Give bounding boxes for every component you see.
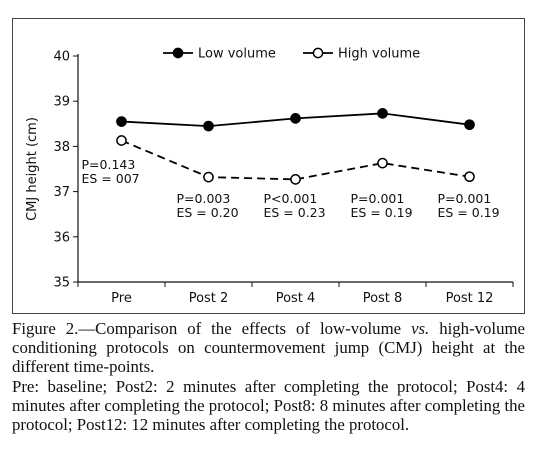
legend-marker: [172, 47, 184, 59]
data-point: [377, 108, 388, 119]
y-tick-label: 39: [53, 95, 70, 110]
annotation-p-value: P=0.001: [351, 191, 405, 206]
figure-panel: 35 36 37 38 39 40 Pre Post 2 Post 4 Post 8 Post 12…: [12, 18, 525, 314]
annotation-p-value: P=0.143: [82, 157, 136, 172]
annotation-p-value: P=0.003: [177, 191, 231, 206]
series-line-2: [121, 139, 470, 181]
caption-text-start: —Comparison of the effects of low-volume: [78, 319, 412, 338]
caption-text-rest: high-volume conditioning protocols on co…: [12, 319, 525, 377]
chart-series: [116, 108, 475, 185]
data-point: [290, 113, 301, 124]
legend-label: High volume: [338, 47, 420, 62]
data-point: [203, 120, 214, 132]
x-tick-label: Pre: [111, 291, 132, 306]
legend-marker: [312, 47, 324, 59]
data-point: [203, 171, 214, 183]
caption-main: Figure 2.—Comparison of the effects of l…: [12, 319, 525, 377]
y-axis-label: CMJ height (cm): [25, 117, 40, 221]
data-point: [290, 174, 301, 185]
annotation-effect-size: ES = 0.19: [438, 205, 500, 220]
data-point: [116, 135, 127, 146]
y-tick-label: 40: [53, 50, 70, 65]
data-point: [464, 119, 475, 131]
chart-legend: Low volume High volume: [163, 47, 420, 62]
y-tick-label: 37: [53, 185, 70, 200]
annotation-p-value: P<0.001: [264, 191, 318, 206]
annotation-effect-size: ES = 0.23: [264, 205, 326, 220]
annotation-p-value: P=0.001: [438, 191, 492, 206]
y-tick-label: 35: [53, 276, 70, 291]
x-tick-label: Post 2: [189, 291, 229, 306]
x-tick-label: Post 4: [276, 291, 316, 306]
annotation-effect-size: ES = 0.19: [351, 205, 413, 220]
x-tick-label: Post 8: [363, 291, 403, 306]
chart-axes: 35 36 37 38 39 40 Pre Post 2 Post 4 Post 8 Post 12…: [25, 50, 514, 306]
caption-vs: vs.: [411, 319, 430, 338]
data-point: [377, 157, 388, 169]
annotation-effect-size: ES = 0.20: [177, 205, 239, 220]
figure-caption: Figure 2.—Comparison of the effects of l…: [12, 319, 525, 434]
line-chart: 35 36 37 38 39 40 Pre Post 2 Post 4 Post 8 Post 12…: [25, 47, 514, 306]
y-tick-label: 38: [53, 140, 70, 155]
annotation-effect-size: ES = 007: [82, 171, 140, 186]
y-tick-label: 36: [53, 230, 70, 245]
x-tick-label: Post 12: [446, 291, 494, 306]
caption-figure-label: Figure 2.: [12, 319, 79, 338]
data-point: [116, 116, 127, 127]
legend-label: Low volume: [198, 47, 276, 62]
data-point: [464, 171, 475, 183]
caption-legend: Pre: baseline; Post2: 2 minutes after co…: [12, 376, 525, 435]
